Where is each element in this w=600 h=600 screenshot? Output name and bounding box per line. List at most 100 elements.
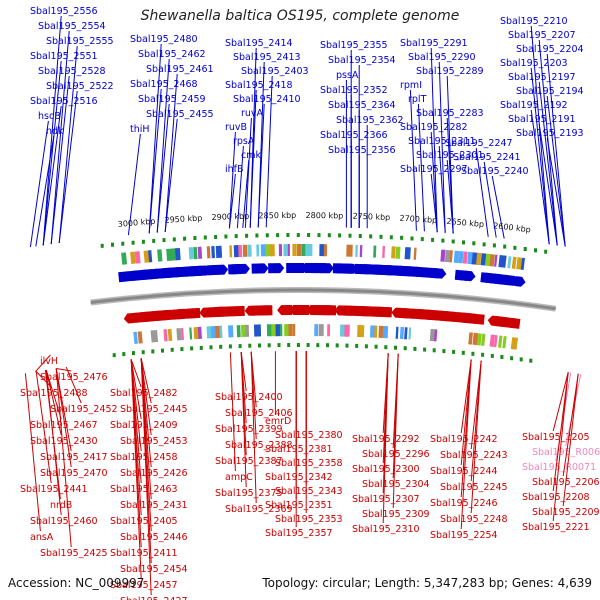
cog-feature-forward (238, 244, 243, 258)
leader-line-forward (156, 58, 170, 233)
cog-feature-reverse (133, 331, 138, 344)
gene-arrow-reverse (506, 317, 521, 329)
scale-tick-outer (121, 241, 125, 246)
cog-feature-forward (269, 244, 275, 257)
scale-tick-outer (462, 240, 465, 245)
scale-tick-outer (482, 242, 486, 247)
leader-line-forward (430, 131, 438, 233)
gene-label-forward: rpsA (233, 136, 255, 147)
gene-label-forward: Sbal195_2403 (241, 66, 309, 77)
cog-feature-reverse (339, 324, 346, 337)
scale-tick-inner (490, 353, 494, 358)
leader-line-forward (417, 103, 425, 232)
cog-feature-forward (507, 256, 512, 269)
leader-line-reverse (35, 371, 52, 388)
cog-feature-forward (516, 257, 523, 270)
scale-tick-inner (180, 347, 184, 352)
gene-label-forward: Sbal195_2354 (328, 55, 396, 66)
gene-label-reverse: Sbal195_2342 (265, 472, 333, 483)
scale-tick-outer (451, 239, 455, 244)
gene-arrow-forward (258, 263, 269, 274)
cog-feature-forward (305, 244, 313, 257)
gene-label-forward: Sbal195_2468 (130, 79, 198, 90)
gene-label-forward: Sbal195_2282 (400, 122, 468, 133)
cog-feature-forward (489, 254, 495, 267)
gene-label-reverse: Sbal195_2458 (110, 452, 178, 463)
cog-feature-forward (511, 256, 517, 269)
cog-feature-reverse (189, 327, 193, 340)
cog-feature-reverse (408, 327, 412, 340)
leader-line-forward (257, 103, 265, 228)
scale-tick-outer (379, 234, 383, 239)
cog-feature-forward (462, 251, 468, 264)
leader-line-reverse (552, 372, 569, 522)
cog-feature-forward (296, 243, 302, 256)
cog-feature-reverse (502, 336, 507, 349)
cog-feature-forward (242, 244, 248, 257)
leader-line-reverse (562, 373, 579, 507)
scale-tick-outer (503, 244, 507, 249)
cog-feature-reverse (468, 332, 473, 345)
leader-line-forward (546, 137, 566, 247)
gene-label-forward: Sbal195_2297 (400, 164, 468, 175)
leader-line-forward (438, 145, 446, 233)
scale-tick-inner (248, 343, 252, 348)
cog-feature-reverse (472, 332, 479, 346)
leader-line-forward (244, 117, 252, 228)
gene-label-reverse: Sbal195_2304 (362, 479, 430, 490)
gene-label-reverse: Sbal195_2399 (215, 424, 283, 435)
gene-label-forward: Sbal195_2522 (46, 81, 114, 92)
scale-tick-outer (420, 237, 424, 242)
cog-feature-reverse (275, 324, 281, 337)
gene-label-forward: Sbal195_2459 (138, 94, 206, 105)
cog-feature-reverse (292, 323, 296, 336)
cog-feature-forward (215, 245, 223, 258)
gene-label-reverse: Sbal195_2460 (30, 516, 98, 527)
scale-tick-outer (307, 233, 311, 237)
scale-tick-inner (423, 347, 427, 352)
scale-tick-outer (492, 243, 496, 248)
rna-label: Sbal195_R0069 (532, 447, 600, 458)
cog-feature-forward (157, 249, 163, 262)
gene-label-reverse: ansA (30, 532, 54, 543)
leader-line-forward (148, 43, 162, 234)
gene-arrow-reverse (174, 308, 187, 320)
leader-line-forward (438, 61, 446, 233)
genome-summary-label: Topology: circular; Length: 5,347,283 bp… (262, 576, 592, 590)
gene-label-reverse: Sbal195_2353 (275, 514, 343, 525)
gene-label-forward: Sbal195_2413 (233, 52, 301, 63)
cog-feature-reverse (197, 326, 202, 339)
gene-label-forward: Sbal195_2197 (508, 72, 576, 83)
cog-feature-reverse (480, 333, 486, 346)
gene-label-forward: Sbal195_2480 (130, 34, 198, 45)
gene-arrow-forward (514, 276, 526, 287)
gene-label-forward: Sbal195_2192 (500, 100, 568, 111)
cog-feature-forward (382, 245, 386, 259)
gene-label-forward: Sbal195_2461 (146, 64, 214, 75)
gene-label-forward: thiH (130, 124, 150, 135)
cog-feature-reverse (137, 331, 143, 344)
leader-line-forward (42, 105, 62, 246)
scale-tick-outer (472, 241, 476, 246)
scale-tick-inner (364, 344, 368, 349)
gene-label-reverse: Sbal195_2445 (120, 404, 188, 415)
leader-line-reverse (35, 354, 51, 373)
gene-arrow-forward (464, 270, 476, 282)
gene-label-reverse: Sbal195_2209 (532, 507, 600, 518)
gene-label-forward: cmk (241, 150, 261, 161)
scale-tick-outer (410, 236, 414, 241)
gene-label-forward: Sbal195_2362 (336, 115, 404, 126)
cog-feature-reverse (150, 329, 159, 343)
leader-line-forward (164, 73, 178, 233)
cog-feature-reverse (429, 328, 436, 342)
leader-line-reverse (460, 359, 472, 530)
cog-feature-forward (233, 245, 240, 258)
gene-label-reverse: Sbal195_2248 (440, 514, 508, 525)
cog-feature-forward (301, 244, 306, 257)
cog-feature-reverse (279, 324, 283, 337)
scale-tick-outer (193, 236, 197, 240)
gene-label-reverse: Sbal195_2387 (215, 456, 283, 467)
leader-line-reverse (562, 373, 579, 477)
gene-label-forward: ndk (46, 126, 64, 137)
cog-feature-reverse (240, 324, 247, 337)
